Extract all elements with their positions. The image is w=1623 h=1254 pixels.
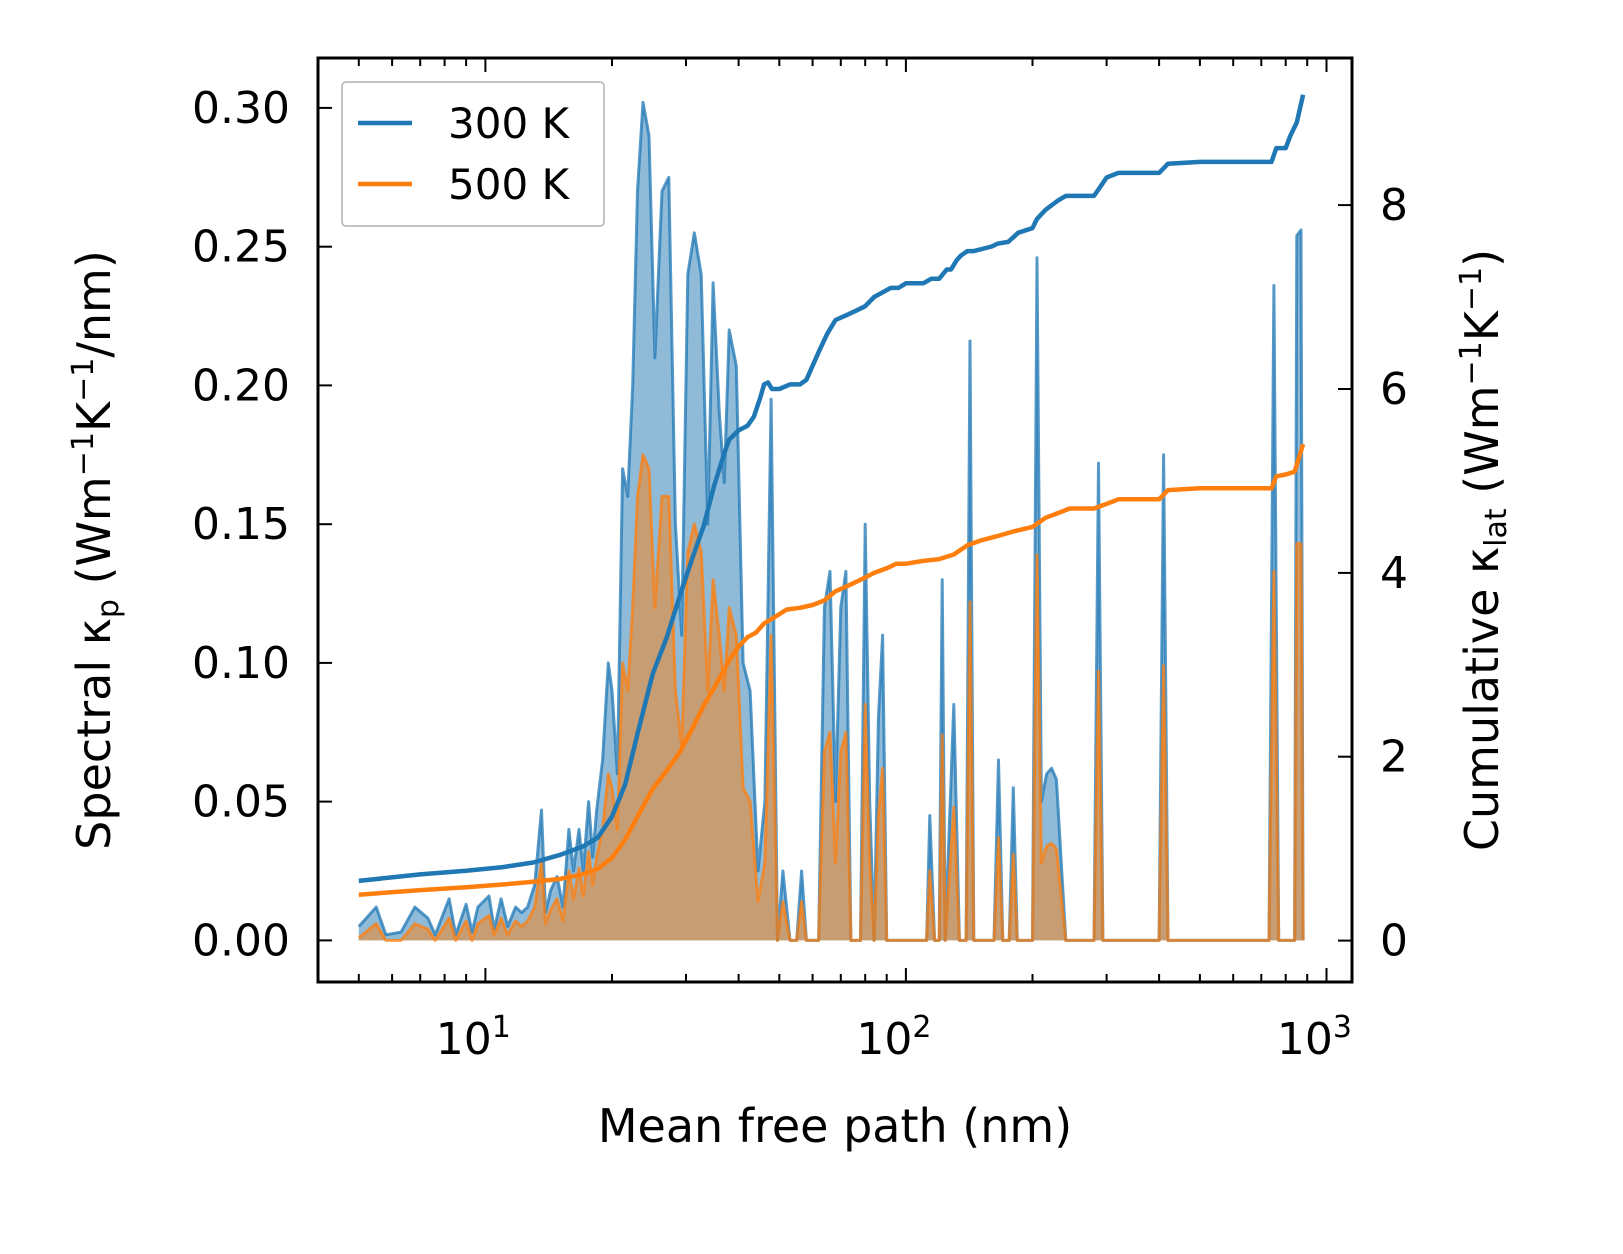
x-tick-label: 102 bbox=[856, 1010, 931, 1066]
right-tick-label: 6 bbox=[1380, 364, 1408, 415]
x-axis-title: Mean free path (nm) bbox=[598, 1099, 1072, 1153]
right-axis-title-sub: lat bbox=[1479, 508, 1514, 547]
left-tick-label: 0.20 bbox=[192, 360, 290, 411]
x-tick-label: 101 bbox=[436, 1010, 511, 1066]
right-tick-label: 2 bbox=[1380, 732, 1408, 783]
right-axis-title-unit1: (Wm bbox=[1455, 385, 1509, 508]
left-axis-title-unit3: /nm) bbox=[67, 250, 121, 357]
left-tick-label: 0.05 bbox=[192, 777, 290, 828]
cumulative-line-300k bbox=[358, 94, 1306, 884]
right-tick-label: 4 bbox=[1380, 548, 1408, 599]
legend-label-500k: 500 K bbox=[448, 160, 571, 209]
x-tick-base: 10 bbox=[436, 1014, 492, 1065]
x-tick-exp: 2 bbox=[912, 1010, 931, 1045]
right-tick-label: 0 bbox=[1380, 916, 1408, 967]
left-tick-label: 0.00 bbox=[192, 915, 290, 966]
legend-label-300k: 300 K bbox=[448, 99, 571, 148]
spectral-line-500k bbox=[357, 453, 1305, 942]
plot-frame bbox=[316, 56, 1354, 984]
left-axis-title: Spectral κp (Wm−1K−1/nm) bbox=[66, 250, 126, 850]
right-axis-title: Cumulative κlat (Wm−1K−1) bbox=[1454, 249, 1514, 851]
x-tick-exp: 3 bbox=[1333, 1010, 1352, 1045]
x-tick-base: 10 bbox=[1277, 1014, 1333, 1065]
left-tick-label: 0.10 bbox=[192, 638, 290, 689]
legend-box bbox=[341, 81, 605, 227]
left-axis-ticks: 0.00 0.05 0.10 0.15 0.20 0.25 0.30 bbox=[192, 83, 332, 966]
left-tick-label: 0.25 bbox=[192, 222, 290, 273]
x-tick-exp: 1 bbox=[492, 1010, 511, 1045]
x-tick-base: 10 bbox=[856, 1014, 912, 1065]
right-axis-title-sup2: −1 bbox=[1454, 267, 1489, 311]
right-axis-title-main: Cumulative κ bbox=[1455, 547, 1509, 851]
left-axis-title-sup2: −1 bbox=[66, 358, 101, 402]
spectral-lines bbox=[357, 100, 1305, 942]
right-axis-ticks: 0 2 4 6 8 bbox=[1338, 180, 1408, 967]
cumulative-line-500k bbox=[358, 443, 1306, 897]
x-tick-label: 103 bbox=[1277, 1010, 1352, 1066]
left-tick-label: 0.15 bbox=[192, 499, 290, 550]
cumulative-lines bbox=[358, 94, 1306, 897]
left-axis-title-unit2: K bbox=[67, 400, 121, 432]
legend: 300 K 500 K bbox=[341, 81, 605, 227]
left-tick-label: 0.30 bbox=[192, 83, 290, 134]
left-axis-title-unit1: (Wm bbox=[67, 476, 121, 599]
right-axis-title-sup1: −1 bbox=[1454, 341, 1489, 385]
right-axis-title-unit2: K bbox=[1455, 309, 1509, 341]
left-axis-title-main: Spectral κ bbox=[67, 618, 121, 850]
spectral-fill-500k bbox=[358, 454, 1304, 941]
right-axis-title-unit3: ) bbox=[1455, 249, 1509, 267]
x-axis-ticks: 101 102 103 bbox=[317, 58, 1352, 1066]
left-axis-title-sup1: −1 bbox=[66, 432, 101, 476]
left-axis-title-sub: p bbox=[91, 599, 126, 618]
right-tick-label: 8 bbox=[1380, 180, 1408, 231]
